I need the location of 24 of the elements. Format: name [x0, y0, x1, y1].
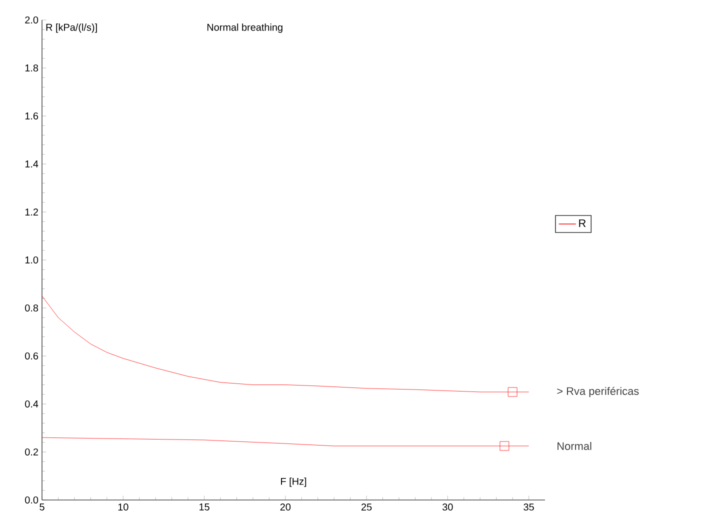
y-tick-label: 0.0	[25, 496, 38, 504]
y-tick-label: 0.8	[25, 304, 38, 312]
legend-title: R	[579, 219, 586, 228]
x-tick-label: 15	[199, 504, 210, 510]
y-tick-label: 1.0	[25, 256, 38, 264]
x-tick-label: 10	[118, 504, 128, 511]
y-tick-label: 2.0	[25, 16, 38, 24]
y-tick-label: 1.2	[25, 208, 38, 216]
x-tick-label: 30	[442, 504, 453, 511]
y-axis-title: R [kPa/(l/s)]	[46, 24, 97, 33]
y-tick-label: 0.4	[25, 400, 38, 408]
y-tick-label: 1.4	[25, 160, 38, 168]
x-tick-label: 35	[524, 504, 534, 511]
text: Normal	[558, 442, 592, 450]
y-tick-label: 1.6	[25, 112, 38, 120]
x-tick-label: 5	[40, 504, 44, 510]
y-tick-label: 0.2	[25, 448, 38, 456]
text: > Rva periféricas	[557, 386, 639, 398]
y-tick-label: 0.6	[25, 352, 38, 360]
x-axis-title: F [Hz]	[281, 478, 306, 487]
x-tick-label: 25	[361, 504, 372, 511]
x-tick-label: 20	[280, 504, 291, 511]
chart-title: Normal breathing	[207, 24, 282, 33]
y-tick-label: 1.8	[25, 64, 38, 72]
